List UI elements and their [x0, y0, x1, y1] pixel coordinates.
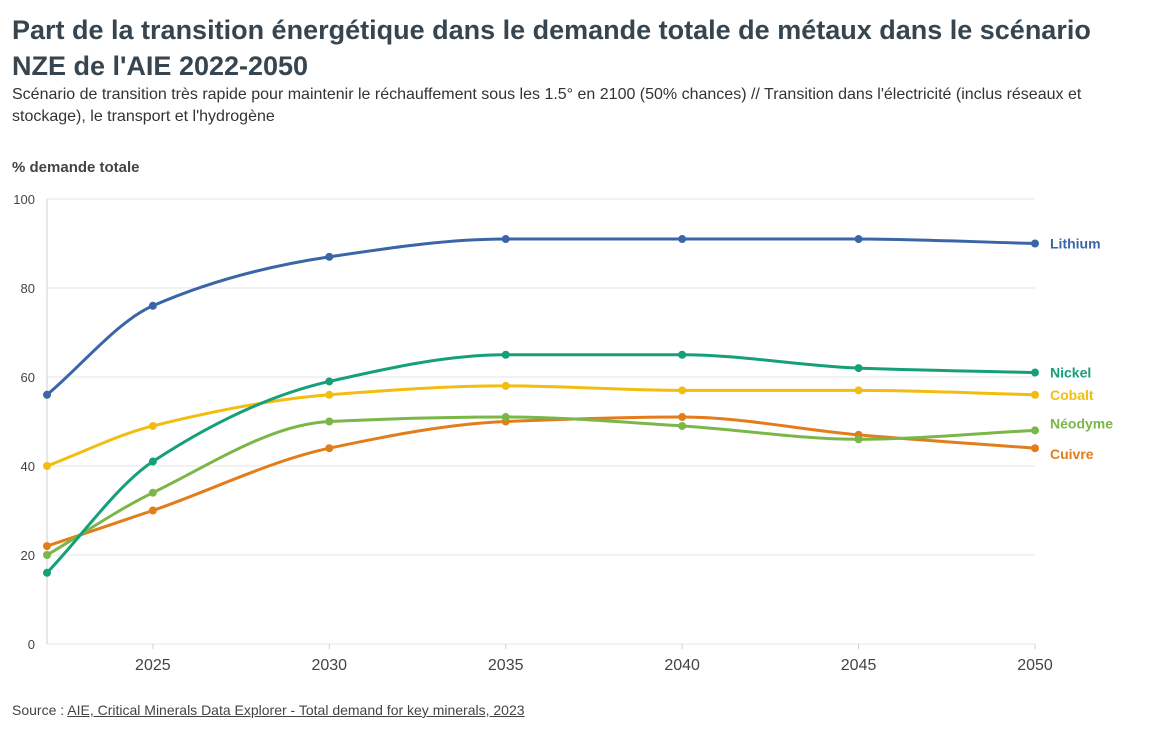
source-link[interactable]: AIE, Critical Minerals Data Explorer - T… — [67, 702, 525, 718]
x-tick-label: 2050 — [1017, 657, 1053, 674]
data-point-cobalt — [854, 386, 863, 395]
x-tick-label: 2035 — [488, 657, 524, 674]
data-point-cobalt — [678, 386, 687, 395]
data-point-lithium — [501, 235, 510, 244]
data-point-neodyme — [854, 435, 863, 444]
data-point-lithium — [1031, 239, 1039, 248]
y-tick-label: 40 — [21, 459, 35, 474]
series-line-cobalt — [45, 384, 1037, 468]
data-point-lithium — [854, 235, 863, 244]
y-tick-label: 0 — [28, 637, 35, 652]
y-tick-label: 60 — [21, 370, 35, 385]
data-point-nickel — [43, 568, 51, 577]
data-point-cobalt — [501, 381, 510, 390]
data-point-lithium — [43, 390, 51, 399]
data-point-nickel — [678, 350, 687, 359]
data-point-nickel — [148, 457, 157, 466]
series-label-cuivre: Cuivre — [1050, 446, 1094, 462]
data-point-cuivre — [678, 413, 687, 422]
data-point-cuivre — [43, 542, 51, 551]
y-tick-label: 20 — [21, 548, 35, 563]
series-label-lithium: Lithium — [1050, 236, 1101, 252]
source-note: Source : AIE, Critical Minerals Data Exp… — [12, 702, 525, 718]
data-point-cobalt — [43, 462, 51, 470]
chart-subtitle: Scénario de transition très rapide pour … — [12, 86, 1082, 125]
data-point-cobalt — [325, 390, 334, 399]
data-point-neodyme — [148, 488, 157, 497]
y-tick-label: 80 — [21, 281, 35, 296]
data-point-neodyme — [678, 421, 687, 430]
series-line-neodyme — [45, 415, 1037, 557]
data-point-neodyme — [325, 417, 334, 426]
chart-title: Part de la transition énergétique dans l… — [12, 15, 1091, 81]
x-tick-label: 2025 — [135, 657, 171, 674]
x-tick-label: 2040 — [664, 657, 700, 674]
data-point-lithium — [678, 235, 687, 244]
data-point-lithium — [148, 301, 157, 310]
series-line-lithium — [45, 237, 1037, 397]
series-label-cobalt: Cobalt — [1050, 387, 1094, 403]
data-point-cobalt — [148, 421, 157, 430]
data-point-cuivre — [325, 444, 334, 453]
data-point-nickel — [325, 377, 334, 386]
data-point-lithium — [325, 252, 334, 261]
source-prefix: Source : — [12, 702, 68, 718]
y-tick-label: 100 — [13, 192, 35, 207]
series-label-nickel: Nickel — [1050, 365, 1091, 381]
x-tick-label: 2045 — [841, 657, 877, 674]
data-point-neodyme — [43, 551, 51, 559]
data-point-nickel — [854, 364, 863, 373]
data-point-cuivre — [148, 506, 157, 515]
data-point-neodyme — [501, 413, 510, 422]
data-point-neodyme — [1031, 426, 1039, 435]
data-point-nickel — [501, 350, 510, 359]
x-tick-label: 2030 — [311, 657, 347, 674]
data-point-cobalt — [1031, 390, 1039, 399]
y-axis-label: % demande totale — [12, 159, 140, 176]
data-point-nickel — [1031, 368, 1039, 377]
data-point-cuivre — [1031, 444, 1039, 453]
series-label-neodyme: Néodyme — [1050, 415, 1113, 431]
